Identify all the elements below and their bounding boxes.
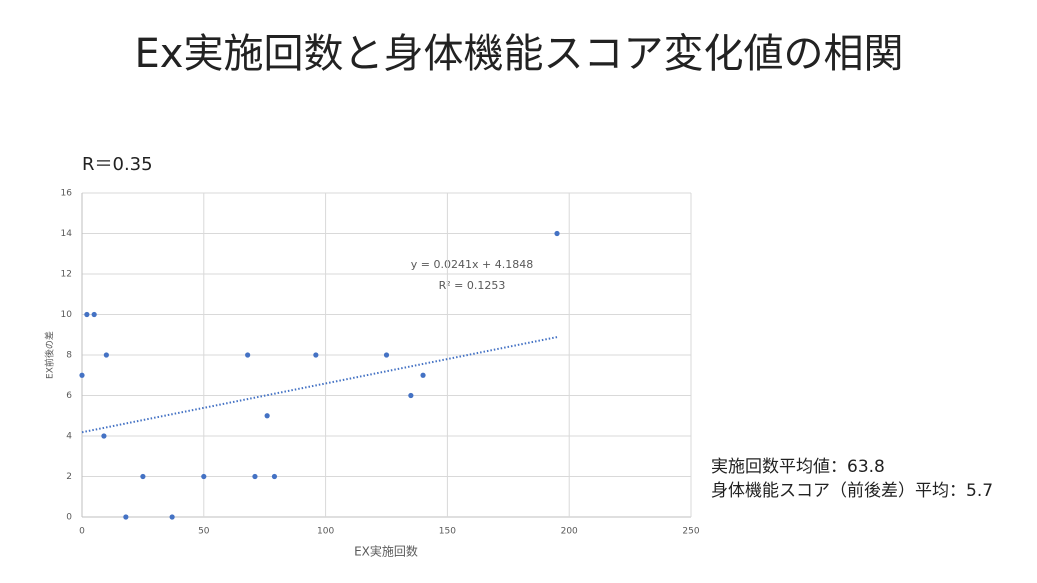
point xyxy=(252,473,258,480)
point xyxy=(201,473,207,480)
x-tick-label: 250 xyxy=(682,527,699,537)
point xyxy=(383,352,390,358)
point xyxy=(420,372,426,378)
point xyxy=(554,230,560,237)
point xyxy=(79,372,85,378)
y-tick-label: 12 xyxy=(61,270,72,280)
point xyxy=(103,352,109,358)
y-tick-label: 2 xyxy=(66,472,72,482)
point xyxy=(101,433,107,439)
trend-r2: R² = 0.1253 xyxy=(439,279,506,292)
annotation: 実施回数平均値：63.8 xyxy=(711,457,885,477)
annotation: 身体機能スコア（前後差）平均：5.7 xyxy=(711,481,993,501)
y-tick-label: 16 xyxy=(61,189,73,199)
point xyxy=(271,473,278,480)
point xyxy=(140,473,146,480)
y-tick-label: 0 xyxy=(66,513,72,523)
chart-title: Ex実施回数と身体機能スコア変化値の相関 xyxy=(135,31,904,77)
point xyxy=(91,311,97,318)
trendline xyxy=(81,336,558,434)
point xyxy=(123,514,129,520)
y-tick-label: 4 xyxy=(66,432,72,442)
x-tick-label: 0 xyxy=(79,527,85,537)
x-tick-label: 200 xyxy=(561,527,578,537)
x-tick-label: 100 xyxy=(317,527,334,537)
point xyxy=(169,514,175,520)
point xyxy=(245,352,251,358)
y-tick-label: 10 xyxy=(61,310,73,320)
subtitle: R＝0.35 xyxy=(82,154,153,175)
point xyxy=(408,392,414,399)
y-tick-label: 8 xyxy=(66,351,72,361)
x-tick-label: 50 xyxy=(198,527,210,537)
point xyxy=(264,413,270,419)
trend-equation: y = 0.0241x + 4.1848 xyxy=(411,258,533,271)
point xyxy=(313,352,319,358)
x-tick-label: 150 xyxy=(439,527,456,537)
x-axis-label: EX実施回数 xyxy=(354,544,418,559)
y-tick-label: 14 xyxy=(61,229,73,239)
y-axis-label: EX前後の差 xyxy=(44,331,56,379)
y-tick-label: 6 xyxy=(66,391,72,401)
point xyxy=(84,311,90,318)
